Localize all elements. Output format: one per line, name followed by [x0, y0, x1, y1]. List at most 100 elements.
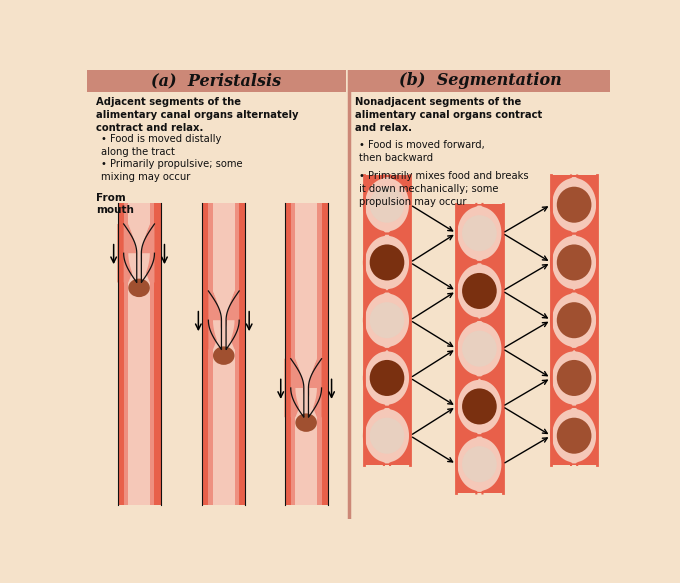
- Polygon shape: [309, 359, 328, 417]
- Bar: [456, 424, 458, 446]
- Polygon shape: [577, 338, 597, 360]
- Polygon shape: [364, 223, 384, 244]
- Text: From
mouth: From mouth: [96, 193, 134, 215]
- Ellipse shape: [551, 350, 597, 406]
- Ellipse shape: [551, 177, 597, 233]
- Ellipse shape: [370, 360, 405, 396]
- Bar: [551, 223, 554, 244]
- Bar: [285, 203, 291, 505]
- Polygon shape: [213, 291, 235, 349]
- Ellipse shape: [557, 302, 592, 338]
- Bar: [291, 203, 295, 505]
- Bar: [408, 280, 410, 302]
- Ellipse shape: [370, 244, 405, 280]
- Bar: [456, 309, 458, 331]
- Polygon shape: [142, 224, 154, 283]
- Polygon shape: [208, 291, 221, 349]
- Ellipse shape: [456, 437, 503, 492]
- Polygon shape: [309, 359, 322, 417]
- Polygon shape: [456, 367, 476, 388]
- Polygon shape: [483, 424, 503, 446]
- Polygon shape: [364, 396, 384, 417]
- Bar: [87, 70, 346, 92]
- Bar: [456, 251, 458, 273]
- Ellipse shape: [557, 244, 592, 280]
- Polygon shape: [118, 224, 137, 283]
- Ellipse shape: [129, 279, 150, 297]
- Ellipse shape: [557, 187, 592, 223]
- Polygon shape: [364, 280, 384, 302]
- Polygon shape: [456, 309, 476, 331]
- Polygon shape: [202, 291, 222, 349]
- Bar: [364, 223, 367, 244]
- Bar: [500, 424, 503, 446]
- Bar: [456, 367, 458, 388]
- Polygon shape: [390, 223, 410, 244]
- Polygon shape: [483, 251, 503, 273]
- Bar: [235, 203, 239, 505]
- Text: • Food is moved distally
along the tract: • Food is moved distally along the tract: [101, 134, 221, 157]
- Ellipse shape: [370, 302, 405, 338]
- Polygon shape: [456, 424, 476, 446]
- Bar: [239, 203, 245, 505]
- Ellipse shape: [456, 321, 503, 377]
- Bar: [408, 223, 410, 244]
- Bar: [351, 70, 611, 92]
- Bar: [124, 203, 129, 505]
- Ellipse shape: [456, 264, 503, 319]
- Polygon shape: [364, 338, 384, 360]
- Ellipse shape: [364, 350, 410, 406]
- Polygon shape: [390, 280, 410, 302]
- Bar: [551, 338, 554, 360]
- Bar: [154, 203, 160, 505]
- Text: • Primarily mixes food and breaks
it down mechanically; some
propulsion may occu: • Primarily mixes food and breaks it dow…: [359, 171, 529, 207]
- Bar: [456, 204, 503, 493]
- Polygon shape: [390, 338, 410, 360]
- Ellipse shape: [557, 417, 592, 454]
- Ellipse shape: [295, 413, 317, 432]
- Bar: [364, 280, 367, 302]
- Bar: [208, 203, 213, 505]
- Text: Adjacent segments of the
alimentary canal organs alternately
contract and relax.: Adjacent segments of the alimentary cana…: [96, 97, 299, 134]
- Ellipse shape: [456, 379, 503, 434]
- Polygon shape: [551, 223, 571, 244]
- Polygon shape: [551, 338, 571, 360]
- Ellipse shape: [364, 293, 410, 348]
- Polygon shape: [483, 309, 503, 331]
- Polygon shape: [390, 396, 410, 417]
- Bar: [364, 396, 367, 417]
- Ellipse shape: [462, 446, 496, 482]
- Text: (a)  Peristalsis: (a) Peristalsis: [151, 72, 281, 89]
- Ellipse shape: [370, 417, 405, 454]
- Polygon shape: [124, 224, 136, 283]
- Bar: [551, 280, 554, 302]
- Ellipse shape: [551, 235, 597, 290]
- Bar: [595, 223, 597, 244]
- Bar: [551, 396, 554, 417]
- Ellipse shape: [364, 408, 410, 463]
- Bar: [213, 203, 235, 505]
- Bar: [129, 203, 150, 505]
- Ellipse shape: [462, 215, 496, 251]
- Polygon shape: [577, 280, 597, 302]
- Polygon shape: [226, 291, 245, 349]
- Text: • Primarily propulsive; some
mixing may occur: • Primarily propulsive; some mixing may …: [101, 159, 242, 182]
- Ellipse shape: [462, 273, 496, 309]
- Ellipse shape: [557, 360, 592, 396]
- Bar: [408, 396, 410, 417]
- Bar: [322, 203, 328, 505]
- Polygon shape: [577, 396, 597, 417]
- Bar: [595, 280, 597, 302]
- Text: Nonadjacent segments of the
alimentary canal organs contract
and relax.: Nonadjacent segments of the alimentary c…: [355, 97, 542, 134]
- Polygon shape: [285, 359, 304, 417]
- Polygon shape: [551, 396, 571, 417]
- Ellipse shape: [364, 177, 410, 233]
- Bar: [595, 396, 597, 417]
- Bar: [595, 338, 597, 360]
- Polygon shape: [291, 359, 303, 417]
- Bar: [551, 175, 597, 465]
- Bar: [500, 309, 503, 331]
- Bar: [202, 203, 208, 505]
- Polygon shape: [483, 367, 503, 388]
- Bar: [295, 203, 317, 505]
